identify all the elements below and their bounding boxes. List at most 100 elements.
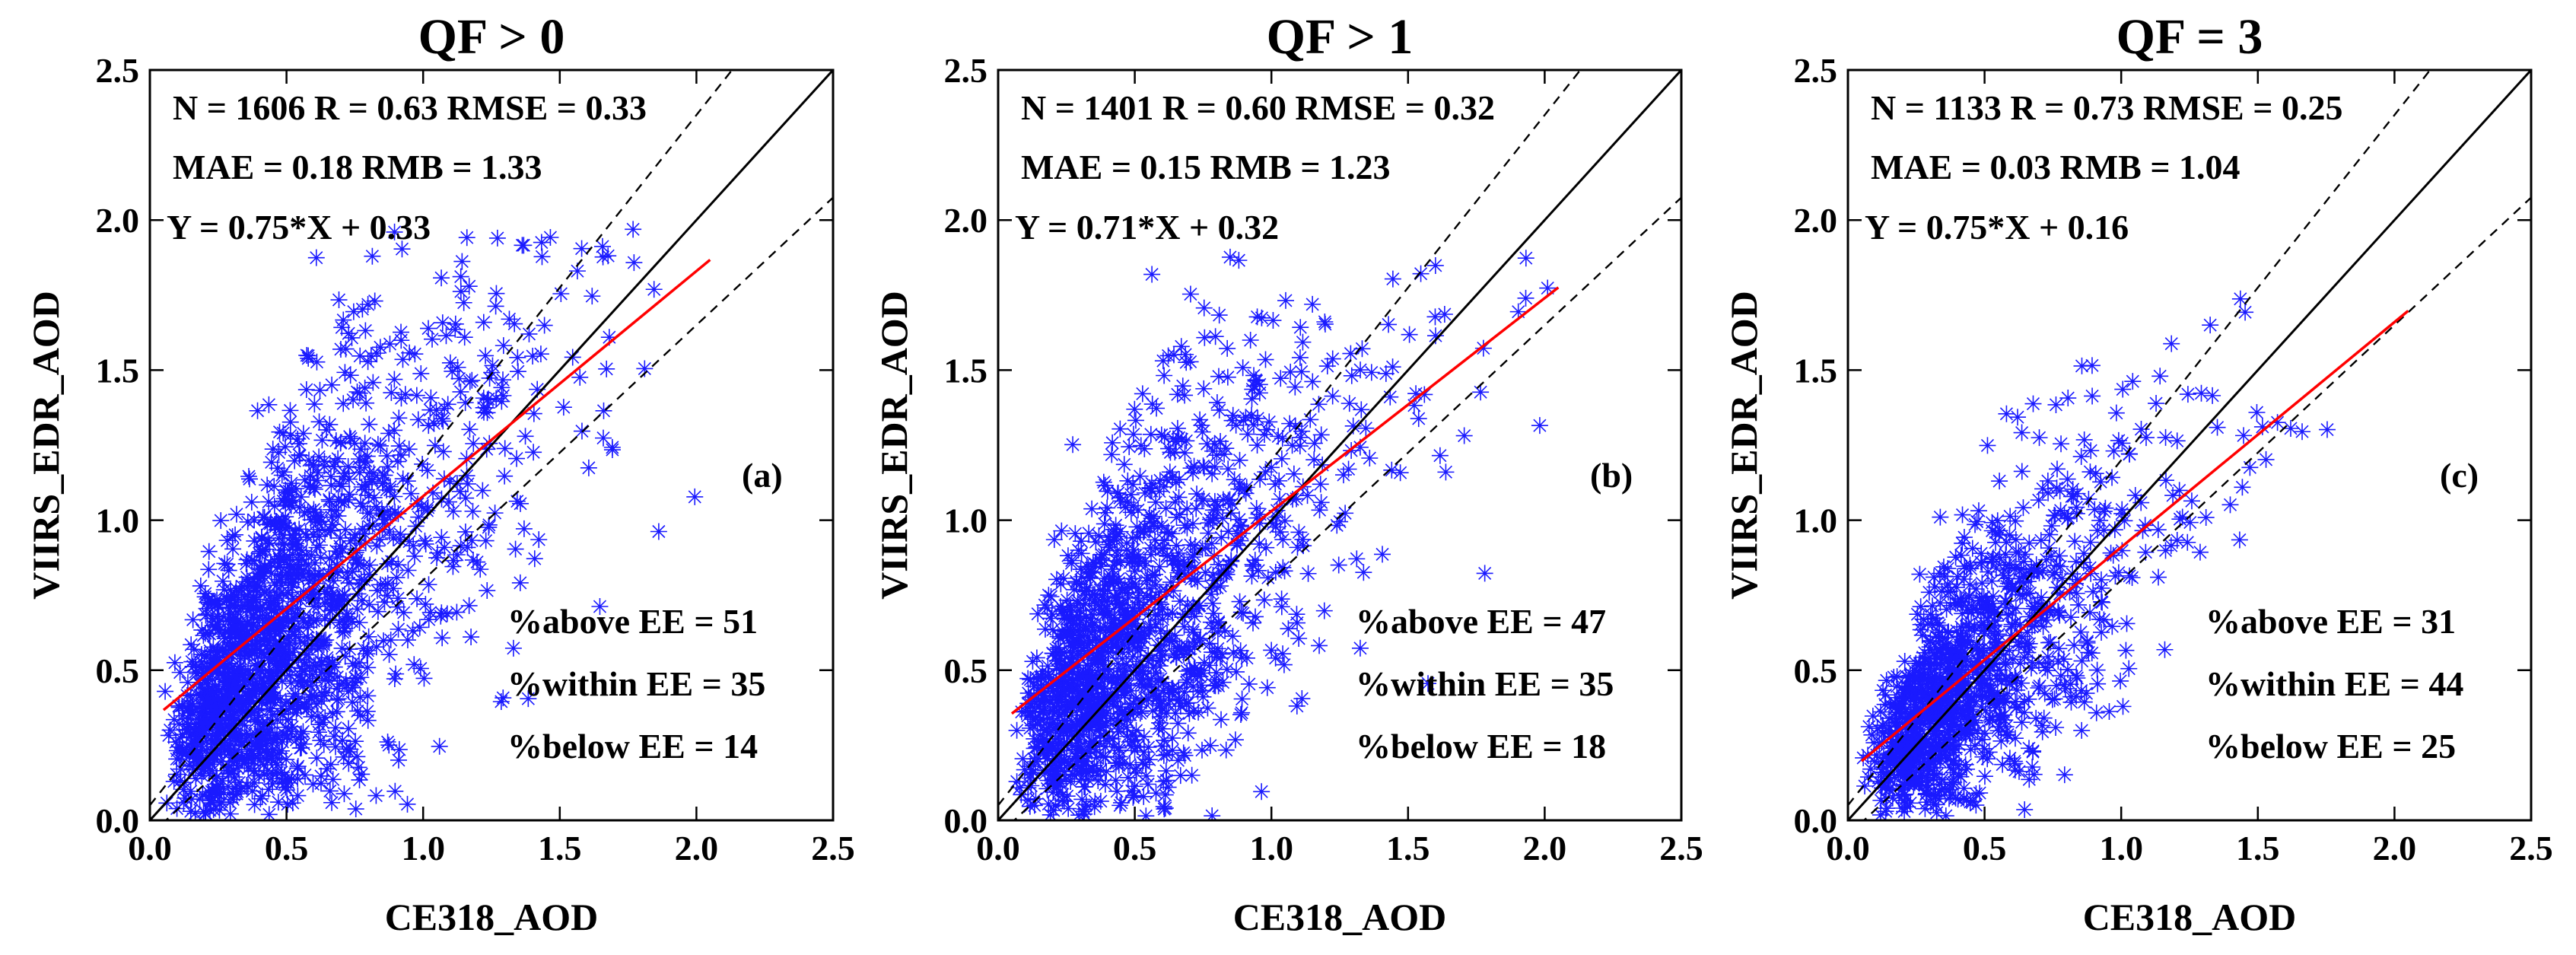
data-point (2112, 672, 2129, 689)
data-point (261, 596, 278, 613)
data-point (2091, 511, 2109, 529)
data-point (300, 699, 317, 716)
data-point (1999, 606, 2017, 624)
data-point (1048, 766, 1065, 783)
data-point (1088, 706, 1105, 724)
data-point (433, 269, 450, 287)
data-point (1996, 711, 2014, 729)
data-point (1205, 605, 1223, 622)
data-point (412, 364, 430, 382)
y-axis-label: VIIRS_EDR_AOD (1722, 291, 1765, 600)
data-point (1108, 710, 1126, 727)
data-point (1930, 699, 1948, 717)
data-point (306, 568, 323, 586)
data-point (1885, 757, 1903, 775)
data-point (1043, 714, 1061, 731)
data-point (448, 546, 466, 564)
data-point (210, 726, 227, 743)
data-point (1118, 584, 1136, 601)
data-point (308, 750, 326, 767)
data-point (1999, 685, 2016, 702)
data-point (207, 677, 224, 695)
data-point (367, 638, 385, 656)
data-point (1156, 786, 1174, 804)
data-point (1922, 660, 1939, 677)
data-point (1054, 722, 1072, 740)
data-point (479, 404, 496, 422)
data-point (1105, 698, 1122, 715)
data-point (1340, 395, 1358, 412)
data-point (262, 609, 280, 626)
data-point (1886, 693, 1903, 711)
data-point (1213, 565, 1230, 582)
data-point (1912, 621, 1929, 638)
data-point (1082, 677, 1099, 695)
data-point (263, 744, 281, 762)
data-point (1209, 497, 1226, 514)
data-point (218, 555, 236, 573)
data-point (1210, 555, 1227, 573)
data-point (361, 596, 378, 613)
data-point (1134, 385, 1151, 403)
data-point (198, 600, 215, 617)
data-point (409, 590, 426, 607)
data-point (480, 518, 498, 536)
data-point (215, 628, 233, 645)
data-point (555, 399, 572, 416)
data-point (268, 731, 285, 748)
data-point (1076, 805, 1093, 820)
data-point (1204, 619, 1221, 637)
x-tick-label: 0.0 (1826, 829, 1870, 867)
data-point (2021, 534, 2038, 552)
data-point (1915, 746, 1932, 763)
data-point (450, 370, 468, 387)
data-point (481, 369, 498, 387)
data-point (1911, 774, 1929, 791)
data-point (393, 240, 411, 258)
data-point (1171, 562, 1188, 580)
data-point (1957, 650, 1975, 667)
data-point (1115, 679, 1132, 696)
data-point (484, 357, 501, 374)
data-point (1019, 670, 1037, 687)
data-point (253, 528, 270, 546)
data-point (2001, 527, 2018, 544)
data-point (313, 637, 331, 654)
data-point (379, 458, 396, 476)
data-point (272, 690, 289, 708)
data-point (1064, 611, 1081, 629)
data-point (1060, 800, 1077, 817)
data-point (508, 450, 526, 467)
data-point (2030, 680, 2047, 697)
data-point (2105, 442, 2123, 460)
data-point (305, 501, 323, 518)
data-point (1184, 515, 1201, 533)
data-point (1075, 753, 1092, 770)
data-point (1099, 688, 1116, 705)
data-point (1042, 588, 1060, 606)
data-point (316, 671, 334, 689)
data-point (1391, 464, 1409, 482)
data-point (1416, 386, 1433, 403)
data-point (1195, 299, 1213, 317)
data-point (312, 767, 329, 785)
data-point (1143, 482, 1160, 500)
data-point (1864, 707, 1881, 724)
data-point (425, 484, 442, 501)
data-point (1945, 752, 1962, 769)
data-point (196, 695, 214, 712)
data-point (256, 557, 274, 575)
data-point (332, 434, 349, 451)
data-point (168, 742, 186, 759)
data-point (348, 551, 366, 568)
data-point (196, 680, 213, 697)
data-point (212, 753, 230, 771)
data-point (1178, 596, 1196, 613)
data-point (1073, 635, 1090, 652)
data-point (2039, 648, 2056, 666)
data-point (488, 285, 505, 302)
data-point (353, 592, 370, 610)
data-point (434, 314, 451, 332)
data-point (350, 759, 367, 776)
data-point (384, 530, 402, 547)
